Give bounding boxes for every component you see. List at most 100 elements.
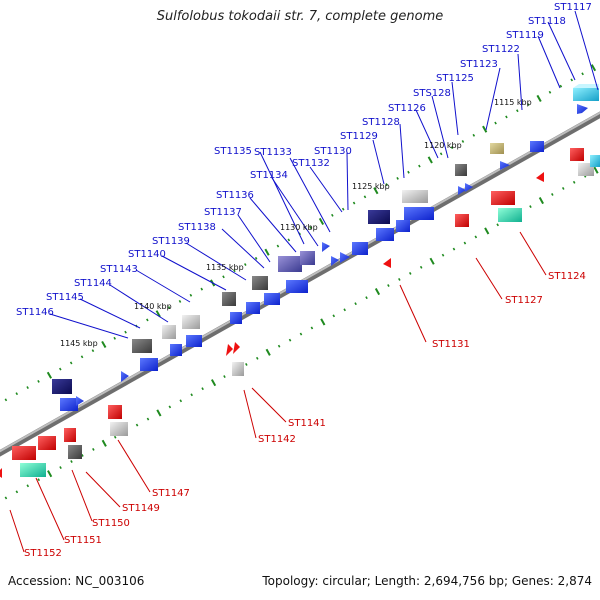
gene-st1133[interactable] <box>396 220 410 232</box>
gene-label-top[interactable]: ST1125 <box>436 73 474 84</box>
gene-st1124c[interactable] <box>590 155 600 167</box>
gene-label-top[interactable]: ST1123 <box>460 59 498 70</box>
gene-st1139[interactable] <box>252 276 268 290</box>
gene-label-top[interactable]: ST1144 <box>74 278 112 289</box>
gene-label-bottom[interactable]: ST1149 <box>122 503 160 514</box>
gene-st1152b[interactable] <box>20 463 46 477</box>
gene-st1129[interactable] <box>404 207 434 220</box>
gene-st1132[interactable] <box>376 228 394 241</box>
gene-sts128[interactable] <box>465 183 473 192</box>
gene-left-blue-arrow[interactable] <box>76 396 84 406</box>
gene-st1118[interactable] <box>577 104 588 114</box>
gene-label-bottom[interactable]: ST1127 <box>505 295 543 306</box>
gene-label-top[interactable]: ST1133 <box>254 147 292 158</box>
major-tick <box>482 125 488 133</box>
gene-label-top[interactable]: ST1146 <box>16 307 54 318</box>
gene-label-top[interactable]: ST1135 <box>214 146 252 157</box>
gene-st1134[interactable] <box>352 242 368 255</box>
major-tick <box>429 257 435 265</box>
gene-label-top[interactable]: ST1118 <box>528 16 566 27</box>
major-tick <box>265 348 271 356</box>
gene-st1146c[interactable] <box>121 371 129 382</box>
gene-label-top[interactable]: ST1132 <box>292 158 330 169</box>
gene-st1127b[interactable] <box>498 208 522 222</box>
gene-label-top[interactable]: ST1129 <box>340 131 378 142</box>
major-tick <box>101 439 107 447</box>
gene-st1152[interactable] <box>12 446 36 460</box>
gene-label-top[interactable]: ST1137 <box>204 207 242 218</box>
gene-st1125[interactable] <box>458 186 466 195</box>
gene-st1136a[interactable] <box>331 256 339 266</box>
gene-st1135[interactable] <box>322 242 330 252</box>
gene-st1130[interactable] <box>368 210 390 224</box>
gene-st1146[interactable] <box>132 339 152 353</box>
gene-label-top[interactable]: ST1130 <box>314 146 352 157</box>
gene-label-top[interactable]: ST1119 <box>506 30 544 41</box>
gene-st1145[interactable] <box>182 315 200 329</box>
gene-label-top[interactable]: ST1134 <box>250 170 288 181</box>
gene-st1131[interactable] <box>383 258 391 268</box>
gene-st1137[interactable] <box>278 256 302 272</box>
gene-label-top[interactable]: ST1117 <box>554 2 592 13</box>
gene-st1126[interactable] <box>455 164 467 176</box>
gene-st1143b[interactable] <box>246 302 260 314</box>
gene-label-top[interactable]: ST1128 <box>362 117 400 128</box>
forward-strand-genes <box>52 84 599 411</box>
minor-tick <box>398 278 401 281</box>
minor-tick <box>80 355 84 359</box>
top-gene-labels: ST1117 ST1118 ST1119 ST1122 ST1123 ST112… <box>16 2 592 318</box>
gene-st1119[interactable] <box>530 141 544 152</box>
gene-left-navy[interactable] <box>52 379 72 394</box>
gene-st1123[interactable] <box>500 161 510 170</box>
major-tick <box>590 64 597 72</box>
gene-left-red-arrow[interactable] <box>0 468 2 478</box>
gene-st1124[interactable] <box>570 148 584 161</box>
gene-label-top[interactable]: ST1126 <box>388 103 426 114</box>
gene-label-top[interactable]: ST1122 <box>482 44 520 55</box>
gene-label-top[interactable]: ST1143 <box>100 264 138 275</box>
gene-label-bottom[interactable]: ST1131 <box>432 339 470 350</box>
gene-st1124-arrow[interactable] <box>536 172 544 182</box>
gene-label-bottom[interactable]: ST1150 <box>92 518 130 529</box>
gene-st1140[interactable] <box>264 293 280 305</box>
gene-label-bottom[interactable]: ST1142 <box>258 434 296 445</box>
gene-label-bottom[interactable]: ST1147 <box>152 488 190 499</box>
kbp-label: 1125 kbp <box>352 182 390 191</box>
gene-st1145d[interactable] <box>170 344 182 356</box>
gene-st1149[interactable] <box>64 428 76 442</box>
gene-label-bottom[interactable]: ST1141 <box>288 418 326 429</box>
gene-st1122[interactable] <box>490 143 504 154</box>
gene-st1150[interactable] <box>68 445 82 459</box>
minor-tick <box>243 263 247 266</box>
gene-label-top[interactable]: ST1139 <box>152 236 190 247</box>
gene-st1127c[interactable] <box>455 214 469 227</box>
gene-st1144[interactable] <box>230 312 242 324</box>
gene-st1143[interactable] <box>222 292 236 306</box>
gene-st1146b[interactable] <box>140 358 158 371</box>
gene-st1147b[interactable] <box>110 422 128 436</box>
gene-st1128[interactable] <box>402 190 428 203</box>
gene-label-top[interactable]: ST1136 <box>216 190 254 201</box>
major-tick <box>155 310 161 318</box>
gene-label-top[interactable]: ST1145 <box>46 292 84 303</box>
gene-st1138[interactable] <box>300 251 315 265</box>
gene-st1151[interactable] <box>38 436 56 450</box>
gene-st1145b[interactable] <box>162 325 176 339</box>
gene-st1117[interactable] <box>573 84 599 101</box>
gene-st1142[interactable] <box>232 362 244 376</box>
gene-st1127[interactable] <box>491 191 515 205</box>
gene-label-top[interactable]: STS128 <box>413 88 451 99</box>
gene-left-blue[interactable] <box>60 398 78 411</box>
bottom-label-leaders <box>9 231 547 553</box>
gene-label-top[interactable]: ST1138 <box>178 222 216 233</box>
gene-label-top[interactable]: ST1140 <box>128 249 166 260</box>
gene-st1141[interactable] <box>226 344 233 356</box>
gene-st1141b[interactable] <box>233 342 240 354</box>
gene-label-bottom[interactable]: ST1124 <box>548 271 586 282</box>
gene-st1140b[interactable] <box>286 280 308 293</box>
gene-st1145c[interactable] <box>186 335 202 347</box>
gene-label-bottom[interactable]: ST1151 <box>64 535 102 546</box>
gene-label-bottom[interactable]: ST1152 <box>24 548 62 559</box>
gene-st1136b[interactable] <box>340 252 350 263</box>
gene-st1147[interactable] <box>108 405 122 419</box>
